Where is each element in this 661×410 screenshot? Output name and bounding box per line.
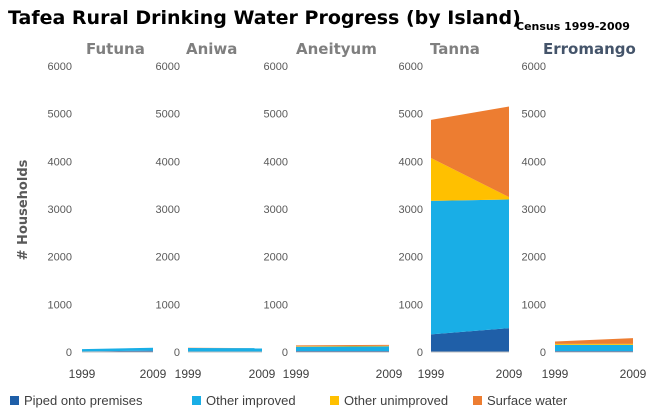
y-tick-label: 5000 bbox=[264, 109, 288, 121]
y-tick-label: 3000 bbox=[399, 204, 423, 216]
x-tick-label: 1999 bbox=[175, 367, 202, 381]
y-tick-label: 1000 bbox=[156, 299, 180, 311]
y-tick-label: 1000 bbox=[399, 299, 423, 311]
y-tick-label: 0 bbox=[66, 347, 72, 359]
y-tick-label: 0 bbox=[540, 347, 546, 359]
area-surface-water bbox=[431, 106, 509, 198]
y-tick-label: 5000 bbox=[399, 109, 423, 121]
y-tick-label: 4000 bbox=[48, 156, 72, 168]
y-tick-label: 5000 bbox=[522, 109, 546, 121]
panel-title: Erromango bbox=[543, 40, 636, 58]
area-other-improved bbox=[82, 347, 153, 352]
chart-title: Tafea Rural Drinking Water Progress (by … bbox=[8, 7, 521, 29]
y-tick-label: 2000 bbox=[156, 252, 180, 264]
legend-label: Other unimproved bbox=[344, 393, 448, 408]
y-tick-label: 3000 bbox=[264, 204, 288, 216]
y-tick-label: 5000 bbox=[156, 109, 180, 121]
y-tick-label: 3000 bbox=[522, 204, 546, 216]
x-tick-label: 1999 bbox=[69, 367, 96, 381]
y-tick-label: 2000 bbox=[264, 252, 288, 264]
y-tick-label: 2000 bbox=[522, 252, 546, 264]
y-tick-label: 6000 bbox=[264, 61, 288, 73]
x-tick-label: 1999 bbox=[418, 367, 445, 381]
legend-label: Surface water bbox=[487, 393, 568, 408]
x-tick-label: 2009 bbox=[496, 367, 523, 381]
y-tick-label: 0 bbox=[417, 347, 423, 359]
legend-label: Piped onto premises bbox=[24, 393, 143, 408]
y-tick-label: 3000 bbox=[48, 204, 72, 216]
y-tick-label: 2000 bbox=[48, 252, 72, 264]
legend: Piped onto premises Other improved Other u… bbox=[10, 393, 568, 408]
panel-tanna: Tanna 0 1000 2000 3000 4000 5000 6000 1999 2009 bbox=[399, 40, 523, 381]
y-tick-label: 0 bbox=[174, 347, 180, 359]
y-tick-label: 6000 bbox=[399, 61, 423, 73]
legend-swatch bbox=[473, 396, 482, 405]
area-piped-onto-premises bbox=[431, 328, 509, 352]
y-tick-label: 6000 bbox=[48, 61, 72, 73]
area-other-improved bbox=[296, 346, 389, 352]
x-tick-label: 1999 bbox=[283, 367, 310, 381]
panel-aniwa: Aniwa 0 1000 2000 3000 4000 5000 6000 1999 2009 bbox=[156, 40, 276, 381]
panel-futuna: Futuna 0 1000 2000 3000 4000 5000 6000 1999 2009 bbox=[48, 40, 167, 381]
area-other-unimproved bbox=[296, 345, 389, 347]
y-tick-label: 4000 bbox=[522, 156, 546, 168]
legend-swatch bbox=[10, 396, 19, 405]
x-tick-label: 2009 bbox=[249, 367, 276, 381]
legend-swatch bbox=[192, 396, 201, 405]
y-axis-label: # Households bbox=[16, 159, 31, 260]
legend-item: Other unimproved bbox=[330, 393, 448, 408]
area-other-unimproved bbox=[555, 343, 633, 345]
chart-subtitle: Census 1999-2009 bbox=[516, 20, 630, 33]
area-other-improved bbox=[555, 344, 633, 352]
x-tick-label: 2009 bbox=[376, 367, 403, 381]
x-tick-label: 2009 bbox=[140, 367, 167, 381]
legend-item: Other improved bbox=[192, 393, 296, 408]
legend-item: Piped onto premises bbox=[10, 393, 143, 408]
panel-title: Aniwa bbox=[186, 40, 237, 58]
y-tick-label: 1000 bbox=[264, 299, 288, 311]
area-other-improved bbox=[188, 347, 262, 352]
y-tick-label: 4000 bbox=[264, 156, 288, 168]
area-surface-water bbox=[555, 338, 633, 344]
y-tick-label: 4000 bbox=[399, 156, 423, 168]
y-tick-label: 6000 bbox=[522, 61, 546, 73]
y-tick-label: 5000 bbox=[48, 109, 72, 121]
y-tick-label: 1000 bbox=[522, 299, 546, 311]
area-other-improved bbox=[431, 199, 509, 335]
y-tick-label: 6000 bbox=[156, 61, 180, 73]
y-tick-label: 4000 bbox=[156, 156, 180, 168]
legend-swatch bbox=[330, 396, 339, 405]
area-other-unimproved bbox=[431, 157, 509, 201]
x-tick-label: 1999 bbox=[542, 367, 569, 381]
panel-title: Futuna bbox=[86, 40, 145, 58]
panel-erromango: Erromango 0 1000 2000 3000 4000 5000 6000 1999 20… bbox=[522, 40, 647, 381]
y-tick-label: 0 bbox=[282, 347, 288, 359]
y-tick-label: 3000 bbox=[156, 204, 180, 216]
legend-item: Surface water bbox=[473, 393, 568, 408]
area-surface-water bbox=[296, 344, 389, 347]
panel-title: Aneityum bbox=[296, 40, 377, 58]
y-tick-label: 1000 bbox=[48, 299, 72, 311]
x-tick-label: 2009 bbox=[620, 367, 647, 381]
panel-title: Tanna bbox=[430, 40, 480, 58]
panel-aneityum: Aneityum 0 1000 2000 3000 4000 5000 6000 1999 200… bbox=[264, 40, 403, 381]
y-tick-label: 2000 bbox=[399, 252, 423, 264]
legend-label: Other improved bbox=[206, 393, 296, 408]
